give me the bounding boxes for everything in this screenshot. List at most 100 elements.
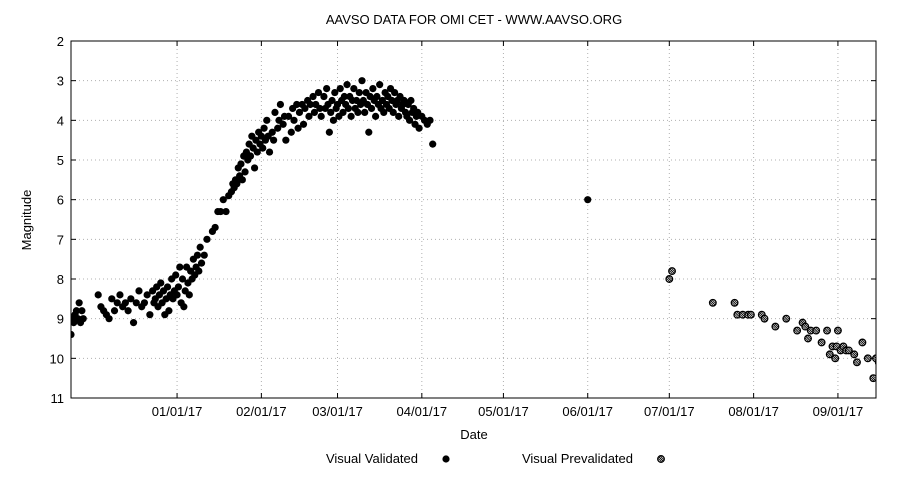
data-point-validated <box>276 100 285 109</box>
data-point-validated <box>113 299 121 307</box>
y-axis-label: Magnitude <box>19 190 34 251</box>
data-point-validated <box>135 287 143 295</box>
data-point-validated <box>295 108 304 116</box>
x-tick-label: 07/01/17 <box>644 404 695 419</box>
data-point-validated <box>282 136 290 144</box>
y-tick-label: 2 <box>57 34 64 49</box>
data-point-prevalidated <box>832 342 841 351</box>
data-point-validated <box>110 307 119 315</box>
data-point-prevalidated <box>877 363 884 370</box>
data-point-validated <box>140 299 149 307</box>
data-point-validated <box>260 124 268 132</box>
data-point-validated <box>426 116 434 124</box>
data-point-validated <box>329 116 338 124</box>
data-point-prevalidated <box>730 298 739 307</box>
data-point-validated <box>79 315 87 323</box>
data-point-validated <box>233 180 241 188</box>
data-point-validated <box>376 81 384 89</box>
data-point-prevalidated <box>894 335 901 342</box>
data-point-validated <box>271 108 279 116</box>
data-point-validated <box>354 108 362 116</box>
y-tick-label: 5 <box>57 153 64 168</box>
data-point-validated <box>165 307 173 315</box>
data-point-validated <box>163 283 172 291</box>
data-point-validated <box>157 279 165 287</box>
data-point-prevalidated <box>897 355 904 362</box>
data-point-validated <box>219 196 227 204</box>
data-point-validated <box>347 112 355 120</box>
data-point-prevalidated <box>892 343 899 350</box>
data-point-prevalidated <box>853 358 861 367</box>
data-point-prevalidated <box>831 354 840 363</box>
data-point-validated <box>250 164 259 172</box>
y-tick-label: 10 <box>50 351 64 366</box>
data-point-validated <box>395 112 403 120</box>
data-point-validated <box>78 307 86 315</box>
data-point-prevalidated <box>878 355 885 362</box>
data-point-validated <box>339 108 347 116</box>
data-point-prevalidated <box>801 322 810 331</box>
data-point-prevalidated <box>881 359 888 366</box>
data-point-validated <box>211 223 219 232</box>
y-tick-label: 3 <box>57 74 64 89</box>
data-point-validated <box>340 92 348 101</box>
x-tick-label: 01/01/17 <box>152 404 203 419</box>
data-point-validated <box>195 267 203 275</box>
data-point-prevalidated <box>806 326 815 335</box>
data-point-validated <box>314 88 323 97</box>
data-point-validated <box>259 144 267 152</box>
data-point-validated <box>143 291 151 299</box>
data-point-validated <box>328 96 336 105</box>
data-point-validated <box>320 92 328 101</box>
data-point-validated <box>193 251 202 259</box>
y-tick-label: 8 <box>57 272 64 287</box>
data-point-validated <box>265 148 274 156</box>
data-point-validated <box>108 295 116 303</box>
data-point-prevalidated <box>812 326 821 335</box>
y-tick-label: 9 <box>57 312 64 327</box>
data-point-prevalidated <box>771 322 780 331</box>
data-point-validated <box>185 291 193 299</box>
data-point-validated <box>176 263 184 271</box>
legend: Visual Validated Visual Prevalidated <box>326 451 665 466</box>
data-point-prevalidated <box>869 374 876 383</box>
data-point-validated <box>72 307 81 315</box>
data-point-validated <box>405 116 414 124</box>
data-point-validated <box>305 112 313 120</box>
data-point-validated <box>146 311 154 319</box>
data-point-validated <box>200 251 208 259</box>
data-point-validated <box>75 299 83 307</box>
legend-marker-prevalidated <box>657 455 665 463</box>
data-point-validated <box>241 168 249 176</box>
x-tick-label: 03/01/17 <box>312 404 363 419</box>
y-axis: 2 3 4 5 6 7 8 9 10 11 <box>50 34 876 406</box>
data-point-validated <box>429 140 437 148</box>
legend-label-validated: Visual Validated <box>326 451 418 466</box>
data-point-validated <box>178 275 187 283</box>
data-point-validated <box>290 116 298 124</box>
data-point-validated <box>127 295 135 303</box>
data-point-validated <box>331 88 339 97</box>
data-point-validated <box>407 96 415 105</box>
legend-item-validated: Visual Validated <box>326 451 450 466</box>
x-tick-label: 05/01/17 <box>478 404 529 419</box>
data-point-validated <box>263 116 271 124</box>
data-point-prevalidated <box>738 310 747 319</box>
data-point-prevalidated <box>760 314 769 323</box>
data-point-validated <box>294 124 302 132</box>
data-point-validated <box>391 88 399 97</box>
data-point-prevalidated <box>668 267 676 276</box>
data-point-validated <box>301 104 309 113</box>
data-point-validated <box>246 152 255 160</box>
data-point-prevalidated <box>850 350 859 359</box>
data-point-validated <box>323 85 331 93</box>
data-point-validated <box>361 108 369 116</box>
data-point-validated <box>389 108 397 116</box>
y-tick-label: 7 <box>57 232 64 247</box>
data-point-validated <box>121 299 129 307</box>
data-point-validated <box>358 77 366 85</box>
data-point-validated <box>380 108 388 116</box>
data-point-validated <box>196 243 204 251</box>
data-point-validated <box>344 104 352 113</box>
